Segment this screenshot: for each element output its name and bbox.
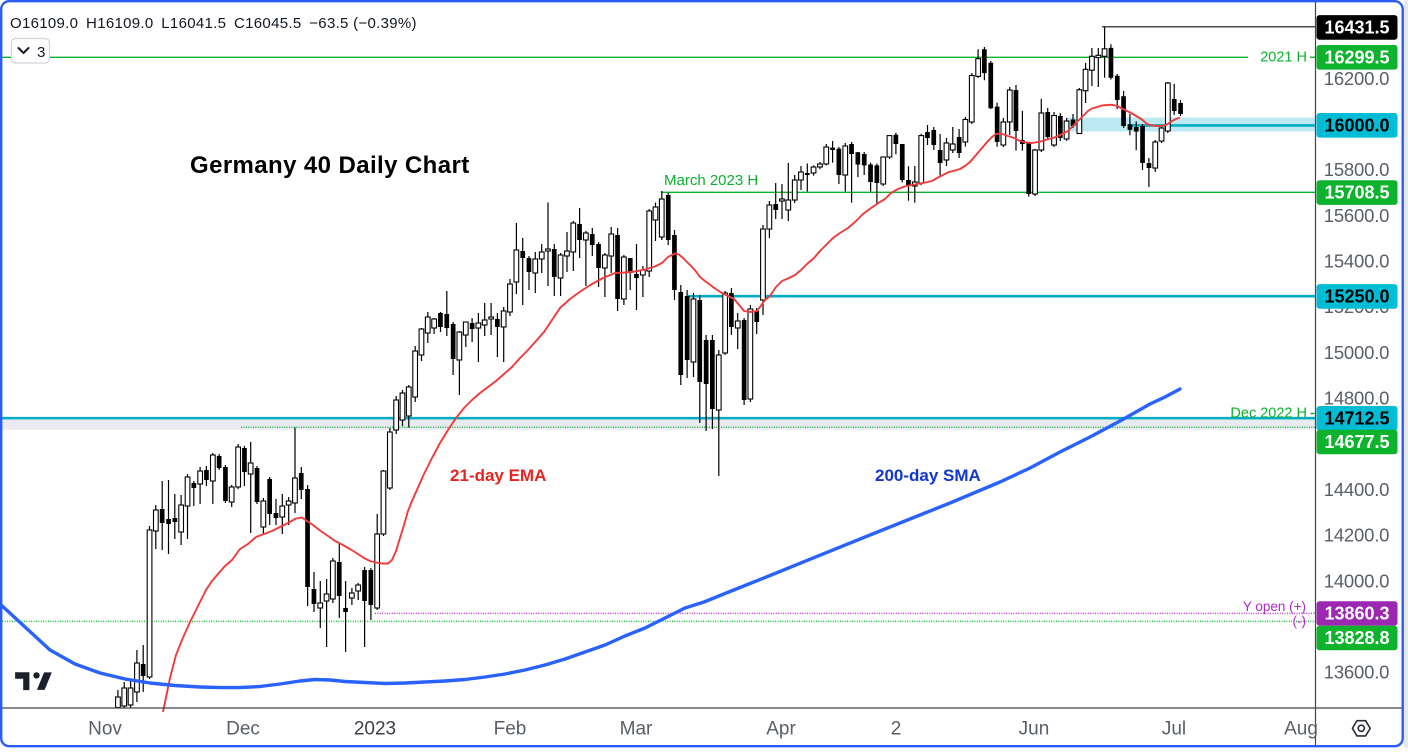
svg-text:Nov: Nov: [88, 719, 122, 740]
svg-text:2021 H: 2021 H: [1260, 50, 1307, 66]
svg-text:2: 2: [891, 719, 902, 740]
svg-text:14712.5: 14712.5: [1324, 408, 1389, 428]
svg-text:Jul: Jul: [1162, 719, 1186, 740]
svg-text:15400.0: 15400.0: [1324, 251, 1389, 272]
svg-text:14677.5: 14677.5: [1324, 432, 1389, 452]
svg-text:Mar: Mar: [620, 719, 653, 740]
svg-text:21-day EMA: 21-day EMA: [450, 466, 546, 485]
svg-text:15800.0: 15800.0: [1324, 159, 1389, 180]
svg-text:14000.0: 14000.0: [1324, 570, 1389, 591]
svg-text:16200.0: 16200.0: [1324, 68, 1389, 89]
svg-text:14400.0: 14400.0: [1324, 479, 1389, 500]
svg-text:15000.0: 15000.0: [1324, 342, 1389, 363]
svg-text:13860.3: 13860.3: [1324, 604, 1389, 624]
svg-text:Aug: Aug: [1284, 719, 1318, 740]
svg-text:15600.0: 15600.0: [1324, 205, 1389, 226]
svg-text:16431.5: 16431.5: [1324, 17, 1389, 37]
svg-text:15250.0: 15250.0: [1324, 286, 1389, 306]
svg-text:O16109.0 H16109.0 L16041.5: O16109.0 H16109.0 L16041.5 C16045.5 −63.…: [10, 15, 417, 32]
svg-text:16000.0: 16000.0: [1324, 115, 1389, 135]
svg-text:Dec: Dec: [226, 719, 260, 740]
svg-text:14800.0: 14800.0: [1324, 388, 1389, 409]
svg-text:13828.8: 13828.8: [1324, 628, 1389, 648]
svg-text:200-day SMA: 200-day SMA: [875, 466, 981, 485]
svg-text:(-): (-): [1293, 614, 1307, 629]
svg-text:Germany 40 Daily Chart: Germany 40 Daily Chart: [190, 152, 470, 179]
svg-text:16299.5: 16299.5: [1324, 47, 1389, 67]
svg-text:Jun: Jun: [1019, 719, 1050, 740]
svg-text:14200.0: 14200.0: [1324, 525, 1389, 546]
svg-text:3: 3: [37, 44, 45, 61]
svg-text:Feb: Feb: [494, 719, 527, 740]
svg-text:Dec 2022 H: Dec 2022 H: [1230, 405, 1307, 421]
svg-text:Y open (+): Y open (+): [1243, 599, 1306, 614]
svg-text:13600.0: 13600.0: [1324, 662, 1389, 683]
svg-text:Apr: Apr: [766, 719, 796, 740]
svg-text:2023: 2023: [354, 719, 396, 740]
svg-text:March 2023 H: March 2023 H: [664, 172, 758, 189]
svg-text:15708.5: 15708.5: [1324, 183, 1389, 203]
